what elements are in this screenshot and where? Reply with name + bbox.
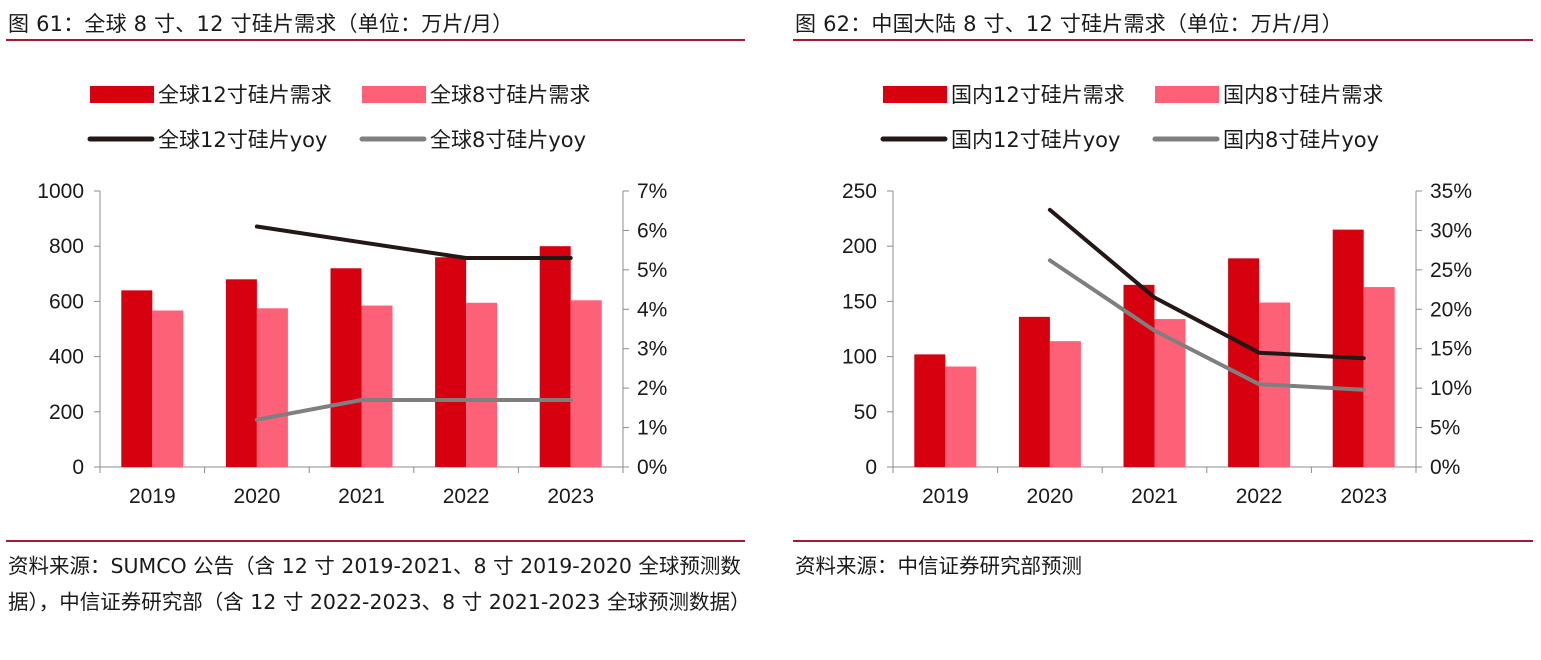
y-tick-label: 50	[854, 401, 877, 424]
y-tick-label: 200	[49, 401, 84, 424]
source-rule	[6, 540, 745, 542]
bar	[225, 279, 257, 467]
legend-label: 全球8寸硅片yoy	[430, 128, 586, 152]
y2-tick-label: 15%	[1430, 338, 1472, 361]
x-tick-label: 2020	[234, 485, 281, 508]
y2-tick-label: 10%	[1430, 377, 1472, 400]
y-tick-label: 1000	[37, 180, 84, 203]
x-tick-label: 2019	[129, 485, 176, 508]
bar	[1154, 319, 1186, 467]
y-tick-label: 400	[49, 346, 84, 369]
bar	[361, 305, 393, 467]
legend-label: 全球12寸硅片yoy	[158, 128, 327, 152]
y2-tick-label: 5%	[1430, 417, 1460, 440]
y2-tick-label: 7%	[637, 180, 667, 203]
bar	[256, 308, 288, 467]
left-chart-panel: 图 61：全球 8 寸、12 寸硅片需求（单位：万片/月） 全球12寸硅片需求全…	[0, 0, 751, 660]
y-tick-label: 600	[49, 290, 84, 313]
bar	[539, 246, 571, 467]
x-tick-label: 2022	[1236, 485, 1283, 508]
y-tick-label: 250	[842, 180, 877, 203]
legend-label: 国内8寸硅片需求	[1223, 83, 1383, 107]
chart-title: 图 61：全球 8 寸、12 寸硅片需求（单位：万片/月）	[8, 12, 514, 36]
bar	[330, 268, 362, 467]
y2-tick-label: 35%	[1430, 180, 1472, 203]
legend-swatch	[883, 86, 947, 103]
legend-swatch	[90, 86, 154, 103]
bar	[1363, 287, 1395, 467]
legend-label: 全球8寸硅片需求	[430, 83, 590, 107]
bar	[152, 310, 184, 467]
chart-title: 图 62：中国大陆 8 寸、12 寸硅片需求（单位：万片/月）	[795, 12, 1343, 36]
x-tick-label: 2023	[547, 485, 594, 508]
y2-tick-label: 0%	[637, 456, 667, 479]
y-tick-label: 800	[49, 235, 84, 258]
series-line	[254, 398, 573, 422]
legend-swatch	[362, 86, 426, 103]
legend-swatch	[1155, 86, 1219, 103]
y2-tick-label: 25%	[1430, 259, 1472, 282]
y2-tick-label: 2%	[637, 377, 667, 400]
y-tick-label: 0	[72, 456, 84, 479]
legend-label: 国内12寸硅片yoy	[951, 128, 1120, 152]
series-line	[1047, 258, 1366, 392]
title-rule	[6, 39, 745, 41]
legend-label: 国内12寸硅片需求	[951, 83, 1125, 107]
y-tick-label: 150	[842, 290, 877, 313]
y2-tick-label: 4%	[637, 298, 667, 321]
bar	[121, 290, 153, 467]
y2-tick-label: 0%	[1430, 456, 1460, 479]
y-tick-label: 200	[842, 235, 877, 258]
bar	[1049, 341, 1081, 467]
bar	[945, 366, 977, 467]
series-line	[254, 224, 573, 260]
source-note: 资料来源：中信证券研究部预测	[795, 554, 1082, 578]
y2-tick-label: 20%	[1430, 298, 1472, 321]
source-rule	[793, 540, 1533, 542]
title-rule	[793, 39, 1533, 41]
x-tick-label: 2023	[1340, 485, 1387, 508]
x-tick-label: 2021	[338, 485, 385, 508]
x-tick-label: 2021	[1131, 485, 1178, 508]
bar	[1018, 316, 1050, 467]
x-tick-label: 2022	[443, 485, 490, 508]
bar	[914, 354, 946, 467]
legend-label: 国内8寸硅片yoy	[1223, 128, 1379, 152]
bar	[435, 257, 467, 467]
legend-label: 全球12寸硅片需求	[158, 83, 332, 107]
y2-tick-label: 30%	[1430, 219, 1472, 242]
bar	[570, 300, 602, 467]
y-tick-label: 100	[842, 346, 877, 369]
y2-tick-label: 3%	[637, 338, 667, 361]
y2-tick-label: 5%	[637, 259, 667, 282]
x-tick-label: 2020	[1027, 485, 1074, 508]
y-tick-label: 0	[865, 456, 877, 479]
y2-tick-label: 1%	[637, 417, 667, 440]
bar	[1332, 229, 1364, 467]
right-chart-panel: 图 62：中国大陆 8 寸、12 寸硅片需求（单位：万片/月） 国内12寸硅片需…	[793, 0, 1533, 660]
series-line	[1047, 207, 1366, 361]
bar	[1228, 258, 1260, 467]
x-tick-label: 2019	[922, 485, 969, 508]
source-note: 资料来源：SUMCO 公告（含 12 寸 2019-2021、8 寸 2019-…	[8, 554, 751, 614]
bar	[466, 302, 498, 467]
y2-tick-label: 6%	[637, 219, 667, 242]
